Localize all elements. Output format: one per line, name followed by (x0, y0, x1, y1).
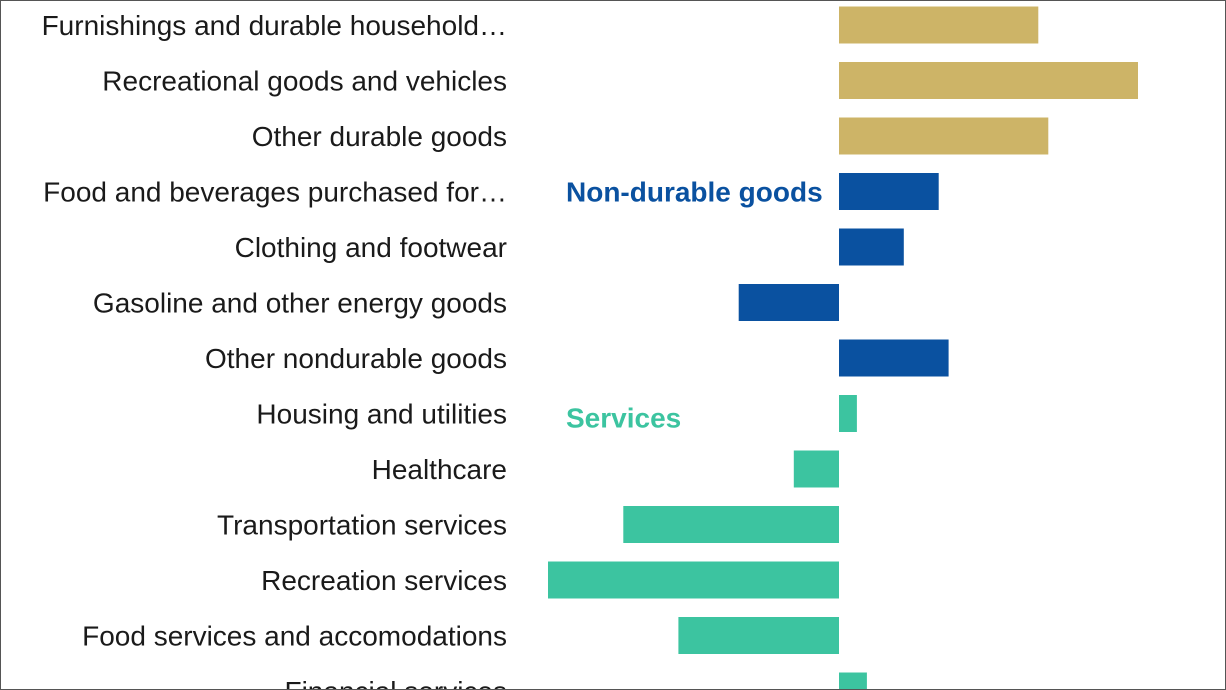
bar-7 (839, 339, 949, 377)
group-label-nondurable: Non-durable goods (566, 177, 823, 208)
category-label-2: Recreational goods and vehicles (102, 66, 507, 97)
bar-3 (839, 117, 1049, 155)
group-label-services: Services (566, 403, 681, 434)
category-label-12: Food services and accomodations (82, 621, 507, 652)
category-label-7: Other nondurable goods (205, 343, 507, 374)
bar-11 (548, 561, 839, 599)
bar-6 (738, 284, 839, 321)
category-label-9: Healthcare (372, 454, 507, 485)
category-label-1: Furnishings and durable household… (42, 10, 507, 41)
bar-5 (839, 228, 904, 266)
bar-1 (839, 6, 1039, 44)
bar-9 (793, 450, 839, 488)
category-labels: Furnishings and durable household… Recrea… (42, 10, 507, 690)
category-label-4: Food and beverages purchased for… (43, 177, 507, 208)
bar-4 (839, 173, 939, 210)
category-label-6: Gasoline and other energy goods (93, 288, 507, 319)
bar-12 (678, 617, 839, 654)
category-label-5: Clothing and footwear (235, 232, 507, 263)
bar-13 (839, 672, 867, 689)
bars-layer (548, 6, 1138, 689)
bar-10 (623, 506, 839, 543)
bar-8 (839, 395, 857, 432)
category-label-11: Recreation services (261, 565, 507, 596)
category-label-13: Financial services (284, 676, 507, 690)
category-label-3: Other durable goods (252, 121, 507, 152)
bar-2 (839, 62, 1138, 99)
group-labels: Non-durable goods Services (566, 177, 823, 434)
category-label-10: Transportation services (217, 510, 507, 541)
category-label-8: Housing and utilities (256, 399, 507, 430)
